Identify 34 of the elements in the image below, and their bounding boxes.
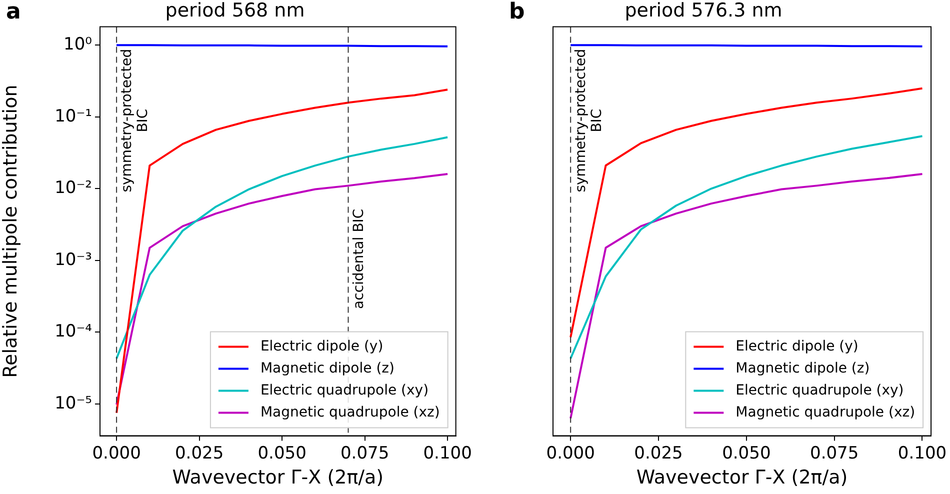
- x-tick-label: 0.000: [546, 443, 595, 464]
- x-tick-label: 0.025: [634, 443, 683, 464]
- x-axis-title: Wavevector Γ-X (2π/a): [172, 466, 384, 489]
- y-tick-label: 10⁻³: [54, 250, 92, 270]
- x-tick-label: 0.000: [92, 443, 141, 464]
- x-axis-title: Wavevector Γ-X (2π/a): [636, 466, 848, 489]
- chart-title: period 576.3 nm: [624, 0, 782, 22]
- x-tick-label: 0.100: [423, 443, 472, 464]
- legend-label: Electric dipole (y): [260, 338, 384, 354]
- text: a: [6, 0, 21, 25]
- x-tick-label: 0.100: [898, 443, 947, 464]
- x-tick-label: 0.075: [340, 443, 390, 464]
- legend-label: Electric quadrupole (xy): [736, 382, 904, 398]
- legend-label: Magnetic quadrupole (xz): [260, 404, 440, 420]
- y-tick-label: 10⁻²: [54, 178, 92, 198]
- y-tick-label: 10⁰: [64, 34, 92, 55]
- ref-line-label: symmetry-protected BIC: [119, 48, 152, 192]
- y-tick-label: 10⁻¹: [54, 106, 92, 126]
- x-tick-label: 0.025: [174, 443, 224, 464]
- legend-label: Electric quadrupole (xy): [260, 382, 429, 398]
- chart-title: period 568 nm: [165, 0, 305, 22]
- ref-line-label: symmetry-protected BIC: [573, 48, 606, 192]
- x-tick-label: 0.075: [810, 443, 859, 464]
- x-tick-label: 0.050: [258, 443, 306, 464]
- y-tick-label: 10⁻⁴: [54, 322, 92, 342]
- legend-label: Magnetic dipole (z): [736, 360, 870, 376]
- legend-label: Magnetic dipole (z): [260, 360, 394, 376]
- x-tick-label: 0.050: [722, 443, 771, 464]
- legend-label: Electric dipole (y): [736, 338, 858, 354]
- y-axis-title: Relative multipole contribution: [0, 84, 22, 378]
- legend-label: Magnetic quadrupole (xz): [736, 404, 916, 420]
- ref-line-label: accidental BIC: [350, 208, 367, 309]
- text: b: [509, 0, 525, 25]
- y-tick-label: 10⁻⁵: [54, 393, 92, 414]
